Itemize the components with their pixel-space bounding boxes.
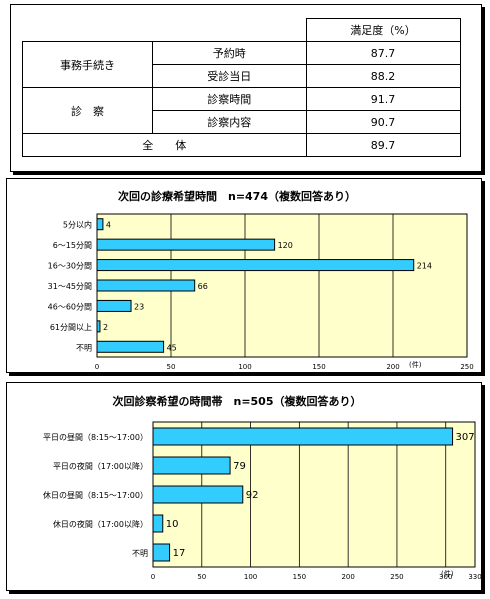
x-tick-label: 150: [293, 573, 306, 581]
bar: [96, 218, 104, 231]
category-label: 不明: [132, 549, 148, 558]
x-tick-label: 100: [244, 573, 257, 581]
x-tick-label: 50: [167, 363, 176, 371]
x-tick-label: 0: [151, 573, 155, 581]
total-value: 89.7: [305, 133, 461, 157]
bar: [152, 456, 231, 475]
bar: [96, 279, 196, 292]
bar: [152, 543, 171, 562]
chart-title: 次回診察希望の時間帯 n=505（複数回答あり）: [112, 394, 361, 408]
item-label: 予約時: [152, 41, 307, 65]
bar: [152, 514, 164, 533]
data-label: 307: [456, 432, 475, 443]
x-tick-label: 200: [341, 573, 354, 581]
x-tick-label: 0: [95, 363, 99, 371]
item-label: 診察時間: [152, 87, 307, 111]
unit-label: (件): [409, 360, 422, 369]
satisfaction-table: 満足度（%） 事務手続き 予約時 87.7 受診当日 88.2 診 察 診察時間…: [22, 18, 461, 157]
x-tick-label: 330: [468, 573, 481, 581]
bar: [96, 259, 415, 272]
data-label: 120: [278, 241, 293, 250]
total-label: 全 体: [22, 133, 307, 157]
data-label: 66: [198, 282, 208, 291]
category-label: 5分以内: [63, 220, 92, 230]
item-label: 診察内容: [152, 110, 307, 134]
category-label: 61分間以上: [50, 323, 92, 332]
group-label-exam: 診 察: [22, 87, 153, 134]
category-label: 平日の夜間（17:00以降）: [53, 461, 148, 471]
x-tick-label: 50: [197, 573, 206, 581]
bar: [96, 238, 276, 251]
x-tick-label: 250: [460, 363, 473, 371]
category-label: 31～45分間: [48, 282, 92, 291]
data-label: 92: [246, 490, 259, 501]
data-label: 23: [134, 302, 144, 311]
data-label: 79: [233, 461, 246, 472]
data-label: 17: [173, 548, 186, 559]
group-label-office: 事務手続き: [22, 41, 153, 88]
category-label: 平日の昼間（8:15～17:00）: [43, 433, 148, 442]
data-label: 45: [167, 343, 177, 352]
data-label: 10: [166, 519, 179, 530]
bar: [152, 427, 454, 446]
bar: [96, 299, 132, 312]
satisfaction-header: 満足度（%）: [305, 18, 461, 42]
data-label: 4: [106, 221, 111, 230]
category-label: 16～30分間: [48, 262, 92, 271]
item-value: 87.7: [305, 41, 461, 65]
category-label: 6～15分間: [53, 241, 92, 250]
chart-title: 次回の診療希望時間 n=474（複数回答あり）: [118, 189, 356, 203]
satisfaction-panel: 満足度（%） 事務手続き 予約時 87.7 受診当日 88.2 診 察 診察時間…: [10, 4, 482, 172]
data-label: 2: [103, 323, 108, 332]
x-tick-label: 250: [390, 573, 403, 581]
x-tick-label: 100: [238, 363, 251, 371]
category-label: 不明: [76, 343, 92, 352]
desired-duration-chart: 次回の診療希望時間 n=474（複数回答あり） 0 50 100 150 200 250 (件…: [48, 189, 474, 371]
item-value: 91.7: [305, 87, 461, 111]
item-value: 90.7: [305, 110, 461, 134]
desired-timeslot-chart: 次回診察希望の時間帯 n=505（複数回答あり） 0 50 100 150 200 250 3…: [43, 394, 482, 581]
x-tick-label: 200: [386, 363, 399, 371]
desired-timeslot-chart-panel: 次回診察希望の時間帯 n=505（複数回答あり） 0 50 100 150 200 250 3…: [6, 382, 482, 591]
category-label: 46～60分間: [48, 302, 92, 311]
bar: [96, 340, 165, 353]
bar: [152, 485, 244, 504]
desired-duration-chart-panel: 次回の診療希望時間 n=474（複数回答あり） 0 50 100 150 200 250 (件…: [6, 178, 482, 373]
x-tick-label: 300: [439, 573, 452, 581]
category-label: 休日の夜間（17:00以降）: [53, 519, 148, 529]
item-value: 88.2: [305, 64, 461, 88]
bar: [96, 320, 101, 333]
data-label: 214: [417, 262, 432, 271]
unit-label: (件): [441, 569, 454, 578]
item-label: 受診当日: [152, 64, 307, 88]
x-tick-label: 150: [312, 363, 325, 371]
category-label: 休日の昼間（8:15～17:00）: [43, 490, 148, 500]
